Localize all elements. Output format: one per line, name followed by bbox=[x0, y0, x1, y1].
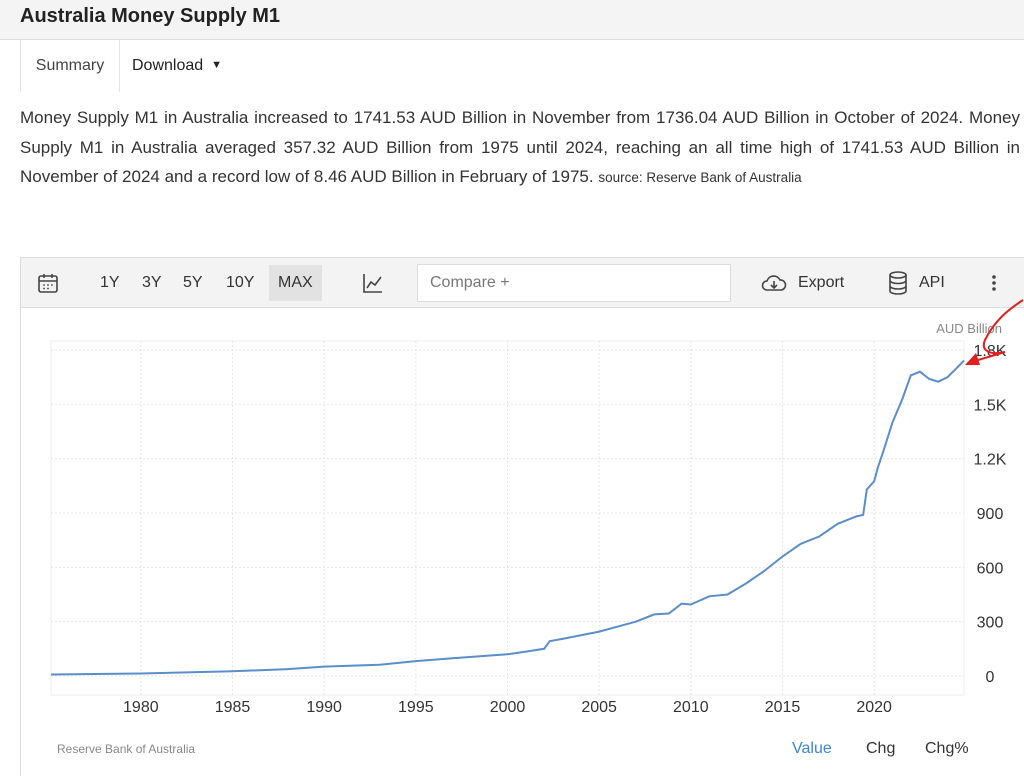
gridlines bbox=[50, 340, 965, 696]
database-icon[interactable] bbox=[887, 270, 909, 301]
x-tick-label: 1980 bbox=[123, 699, 159, 716]
range-max[interactable]: MAX bbox=[269, 265, 322, 301]
y-axis-unit: AUD Billion bbox=[936, 321, 1002, 336]
chart-panel: 1Y 3Y 5Y 10Y MAX Compare + Export API AU… bbox=[20, 257, 1024, 776]
x-tick-label: 1995 bbox=[398, 699, 434, 716]
y-tick-label: 300 bbox=[977, 615, 1004, 632]
x-tick-label: 1985 bbox=[215, 699, 251, 716]
tab-download[interactable]: Download ▼ bbox=[132, 40, 222, 92]
tab-download-label: Download bbox=[132, 57, 204, 74]
y-tick-label: 900 bbox=[977, 506, 1004, 523]
chart-toolbar: 1Y 3Y 5Y 10Y MAX Compare + Export API bbox=[21, 258, 1024, 308]
caret-down-icon: ▼ bbox=[211, 59, 223, 71]
x-tick-label: 2000 bbox=[490, 699, 526, 716]
range-5y[interactable]: 5Y bbox=[183, 274, 203, 291]
footer-tab-value[interactable]: Value bbox=[792, 740, 832, 757]
export-button[interactable]: Export bbox=[798, 274, 845, 291]
y-tick-label: 600 bbox=[977, 560, 1004, 577]
x-tick-label: 2010 bbox=[673, 699, 709, 716]
y-tick-label: 1.2K bbox=[974, 452, 1007, 469]
compare-input[interactable]: Compare + bbox=[417, 264, 731, 302]
footer-source: Reserve Bank of Australia bbox=[57, 742, 196, 756]
calendar-icon[interactable] bbox=[36, 271, 60, 300]
api-button[interactable]: API bbox=[919, 274, 945, 291]
x-tick-label: 2005 bbox=[581, 699, 617, 716]
y-tick-label: 0 bbox=[986, 669, 995, 686]
tab-summary[interactable]: Summary bbox=[20, 40, 120, 92]
footer-tab-chg[interactable]: Chg bbox=[866, 740, 896, 757]
description-text: Money Supply M1 in Australia increased t… bbox=[20, 108, 1020, 186]
chart-type-icon[interactable] bbox=[361, 271, 385, 300]
tab-bar: Summary Download ▼ bbox=[20, 40, 1024, 92]
description: Money Supply M1 in Australia increased t… bbox=[20, 103, 1020, 193]
title-bar: Australia Money Supply M1 bbox=[0, 0, 1024, 40]
x-tick-label: 2015 bbox=[765, 699, 801, 716]
range-3y[interactable]: 3Y bbox=[142, 274, 162, 291]
series-line bbox=[50, 359, 965, 676]
range-10y[interactable]: 10Y bbox=[226, 274, 255, 291]
line-chart: 1980 1985 1990 1995 2000 2005 2010 2015 2020 0 30… bbox=[50, 340, 1007, 716]
cloud-download-icon[interactable] bbox=[760, 271, 788, 300]
x-axis: 1980 1985 1990 1995 2000 2005 2010 2015 2020 bbox=[123, 699, 892, 716]
x-tick-label: 2020 bbox=[856, 699, 892, 716]
x-tick-label: 1990 bbox=[306, 699, 342, 716]
y-tick-label: 1.5K bbox=[974, 397, 1007, 414]
range-1y[interactable]: 1Y bbox=[100, 274, 120, 291]
red-arrow-annotation bbox=[965, 299, 1024, 365]
footer-tab-chg-pct[interactable]: Chg% bbox=[925, 740, 969, 757]
page-title: Australia Money Supply M1 bbox=[20, 5, 281, 27]
source-text: source: Reserve Bank of Australia bbox=[598, 170, 802, 185]
more-vertical-icon[interactable] bbox=[984, 271, 1004, 300]
